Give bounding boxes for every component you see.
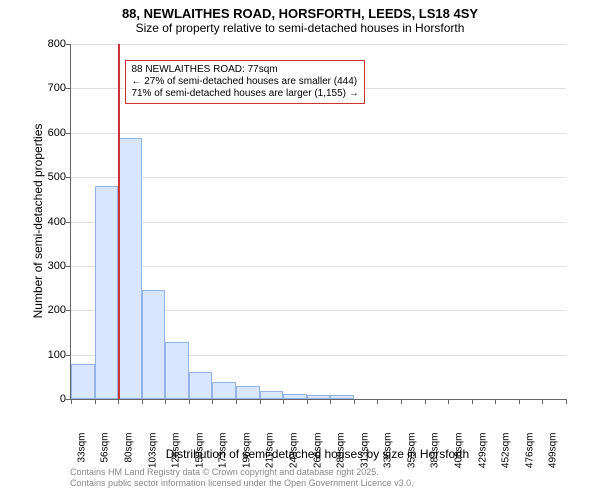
annotation-line2: ← 27% of semi-detached houses are smalle… xyxy=(131,76,358,88)
x-tick xyxy=(448,399,449,404)
gridline xyxy=(71,133,566,134)
plot-area: 88 NEWLAITHES ROAD: 77sqm← 27% of semi-d… xyxy=(70,44,566,400)
histogram-bar xyxy=(189,372,213,399)
y-tick-label: 800 xyxy=(38,38,66,50)
x-tick-label: 452sqm xyxy=(501,433,512,473)
x-tick xyxy=(189,399,190,404)
chart-title: 88, NEWLAITHES ROAD, HORSFORTH, LEEDS, L… xyxy=(0,6,600,21)
x-tick xyxy=(212,399,213,404)
histogram-bar xyxy=(260,391,284,399)
histogram-bar xyxy=(95,186,119,399)
histogram-bar xyxy=(212,382,236,399)
x-tick-label: 150sqm xyxy=(194,433,205,473)
y-tick xyxy=(66,222,71,223)
histogram-bar xyxy=(236,386,260,399)
histogram-bar xyxy=(283,394,307,399)
x-tick xyxy=(425,399,426,404)
y-tick xyxy=(66,44,71,45)
y-tick-label: 100 xyxy=(38,349,66,361)
x-tick xyxy=(236,399,237,404)
gridline xyxy=(71,222,566,223)
x-tick-label: 33sqm xyxy=(76,433,87,473)
footnote-line-2: Contains public sector information licen… xyxy=(70,478,414,489)
annotation-line3: 71% of semi-detached houses are larger (… xyxy=(131,88,358,100)
x-tick xyxy=(260,399,261,404)
x-tick-label: 56sqm xyxy=(100,433,111,473)
x-tick-label: 173sqm xyxy=(218,433,229,473)
property-marker-line xyxy=(118,44,120,399)
y-tick xyxy=(66,310,71,311)
y-tick-label: 300 xyxy=(38,260,66,272)
gridline xyxy=(71,44,566,45)
y-tick-label: 0 xyxy=(38,393,66,405)
y-tick-label: 400 xyxy=(38,216,66,228)
x-tick xyxy=(495,399,496,404)
x-tick-label: 80sqm xyxy=(123,433,134,473)
x-tick xyxy=(118,399,119,404)
y-tick xyxy=(66,177,71,178)
x-tick xyxy=(401,399,402,404)
y-tick xyxy=(66,355,71,356)
y-tick xyxy=(66,266,71,267)
x-tick-label: 103sqm xyxy=(147,433,158,473)
y-tick-label: 600 xyxy=(38,127,66,139)
x-tick-label: 196sqm xyxy=(241,433,252,473)
x-tick-label: 126sqm xyxy=(171,433,182,473)
x-tick-label: 336sqm xyxy=(383,433,394,473)
gridline xyxy=(71,177,566,178)
x-tick-label: 476sqm xyxy=(524,433,535,473)
x-tick xyxy=(519,399,520,404)
x-tick-label: 243sqm xyxy=(288,433,299,473)
x-tick xyxy=(142,399,143,404)
histogram-bar xyxy=(142,290,166,399)
histogram-bar xyxy=(71,364,95,399)
x-tick xyxy=(542,399,543,404)
gridline xyxy=(71,266,566,267)
chart-subtitle: Size of property relative to semi-detach… xyxy=(0,21,600,35)
x-tick xyxy=(566,399,567,404)
x-tick xyxy=(377,399,378,404)
histogram-bar xyxy=(307,395,331,399)
x-tick-label: 289sqm xyxy=(336,433,347,473)
x-tick xyxy=(283,399,284,404)
x-tick-label: 266sqm xyxy=(312,433,323,473)
y-tick xyxy=(66,88,71,89)
x-tick-label: 313sqm xyxy=(359,433,370,473)
x-tick xyxy=(472,399,473,404)
x-tick-label: 406sqm xyxy=(453,433,464,473)
x-tick-label: 219sqm xyxy=(265,433,276,473)
x-tick xyxy=(95,399,96,404)
x-tick xyxy=(165,399,166,404)
x-tick-label: 359sqm xyxy=(406,433,417,473)
x-tick-label: 499sqm xyxy=(548,433,559,473)
y-tick-label: 700 xyxy=(38,82,66,94)
annotation-box: 88 NEWLAITHES ROAD: 77sqm← 27% of semi-d… xyxy=(125,60,364,104)
x-tick-label: 383sqm xyxy=(430,433,441,473)
x-tick xyxy=(307,399,308,404)
histogram-bar xyxy=(330,395,354,399)
x-tick xyxy=(71,399,72,404)
y-tick-label: 500 xyxy=(38,171,66,183)
annotation-line1: 88 NEWLAITHES ROAD: 77sqm xyxy=(131,64,358,76)
x-tick-label: 429sqm xyxy=(477,433,488,473)
property-size-histogram: 88, NEWLAITHES ROAD, HORSFORTH, LEEDS, L… xyxy=(0,0,600,500)
y-tick xyxy=(66,133,71,134)
histogram-bar xyxy=(118,138,142,399)
x-tick xyxy=(330,399,331,404)
histogram-bar xyxy=(165,342,189,399)
y-tick-label: 200 xyxy=(38,304,66,316)
x-tick xyxy=(354,399,355,404)
